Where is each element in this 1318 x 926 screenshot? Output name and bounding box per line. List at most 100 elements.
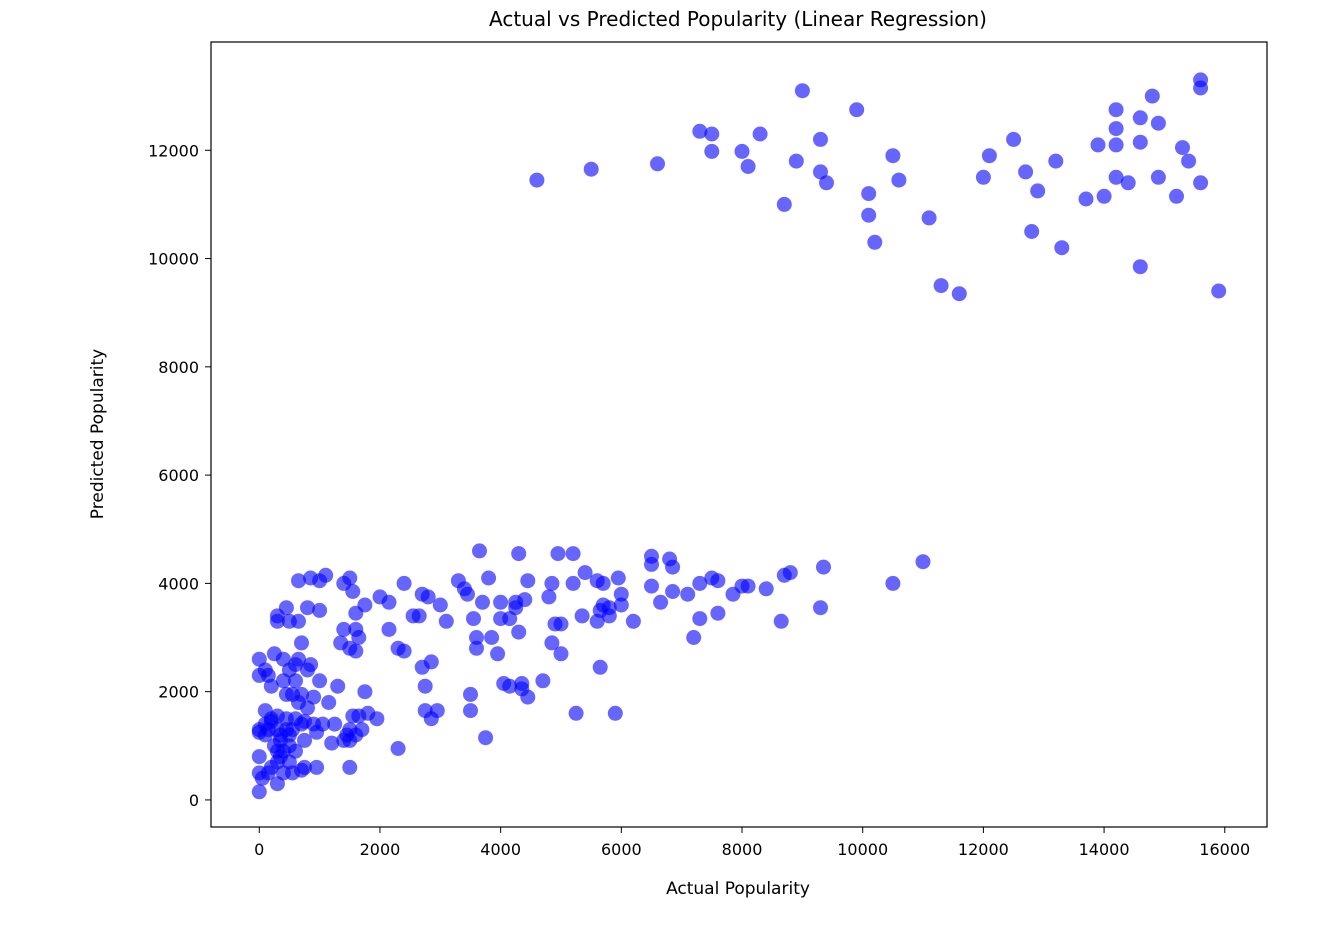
y-tick-label: 2000 [158, 683, 199, 702]
data-point [460, 586, 475, 602]
data-point [297, 759, 312, 775]
data-points [251, 72, 1227, 800]
data-point [278, 600, 294, 616]
data-point [592, 659, 608, 675]
data-point [330, 678, 346, 694]
data-point [1096, 188, 1112, 204]
data-point [553, 616, 569, 632]
data-point [813, 600, 828, 616]
data-point [607, 705, 623, 721]
x-tick-label: 2000 [360, 840, 401, 859]
data-point [951, 286, 967, 302]
data-point [665, 559, 681, 575]
data-point [429, 703, 445, 719]
data-point [263, 678, 279, 694]
data-point [396, 575, 412, 591]
data-point [1078, 191, 1094, 207]
data-point [1108, 102, 1124, 118]
data-point [686, 630, 702, 645]
data-point [1048, 153, 1064, 169]
data-point [484, 630, 500, 645]
data-point [1108, 121, 1124, 137]
data-point [891, 172, 907, 188]
data-point [625, 613, 641, 629]
data-point [423, 654, 439, 670]
data-point [300, 600, 315, 616]
x-tick-label: 14000 [1079, 840, 1130, 859]
data-point [740, 578, 756, 594]
data-point [1169, 188, 1184, 204]
data-point [1132, 134, 1148, 150]
data-point [1193, 80, 1209, 96]
data-point [613, 597, 629, 613]
data-point [324, 735, 340, 751]
data-point [1132, 110, 1148, 126]
data-point [342, 759, 358, 775]
plot-frame [210, 41, 1268, 828]
data-point [1211, 283, 1227, 299]
data-point [933, 278, 949, 294]
data-point [734, 143, 750, 159]
data-point [469, 630, 484, 645]
data-point [291, 613, 306, 629]
data-point [309, 759, 325, 775]
data-point [583, 161, 599, 177]
data-point [553, 646, 569, 662]
data-point [653, 594, 669, 610]
data-point [342, 570, 358, 586]
data-point [975, 169, 991, 185]
data-point [861, 186, 877, 202]
x-tick-label: 0 [254, 840, 264, 859]
data-point [613, 586, 629, 602]
data-point [1144, 88, 1160, 104]
data-point [752, 126, 768, 142]
data-point [788, 153, 804, 169]
data-point [511, 546, 527, 562]
data-point [680, 586, 696, 602]
data-point [251, 784, 267, 800]
data-point [541, 589, 557, 605]
data-point [758, 581, 774, 597]
data-point [550, 546, 566, 562]
data-point [345, 584, 361, 599]
x-tick-label: 10000 [837, 840, 888, 859]
data-point [544, 635, 560, 651]
data-point [1108, 169, 1124, 185]
data-point [251, 749, 267, 765]
data-point [577, 565, 593, 581]
data-point [644, 556, 659, 572]
data-point [294, 686, 309, 702]
data-point [318, 567, 334, 583]
data-point [463, 703, 478, 719]
data-point [710, 573, 726, 589]
data-point [288, 743, 303, 759]
data-point [297, 732, 312, 748]
y-tick-label: 8000 [158, 358, 199, 377]
data-point [291, 651, 306, 667]
data-point [915, 554, 931, 570]
data-point [819, 175, 834, 191]
data-point [704, 126, 720, 142]
data-point [692, 123, 708, 139]
data-point [1175, 140, 1190, 156]
data-point [294, 635, 309, 651]
x-tick-label: 12000 [958, 840, 1009, 859]
data-point [336, 621, 352, 637]
data-point [710, 605, 726, 621]
y-tick-label: 4000 [158, 574, 199, 593]
data-point [303, 657, 319, 673]
data-point [1030, 183, 1046, 199]
data-point [411, 608, 427, 624]
data-point [773, 613, 789, 629]
data-point [469, 640, 484, 656]
data-point [1054, 240, 1070, 256]
x-tick-label: 16000 [1199, 840, 1250, 859]
data-point [390, 741, 406, 756]
data-point [381, 621, 397, 637]
x-axis-label: Actual Popularity [666, 879, 810, 899]
x-axis-ticks: 0 2000 4000 6000 8000 10000 12000 14000 16000 [254, 827, 1250, 859]
data-point [776, 196, 792, 212]
data-point [520, 573, 536, 589]
data-point [692, 611, 708, 627]
data-point [354, 722, 370, 738]
